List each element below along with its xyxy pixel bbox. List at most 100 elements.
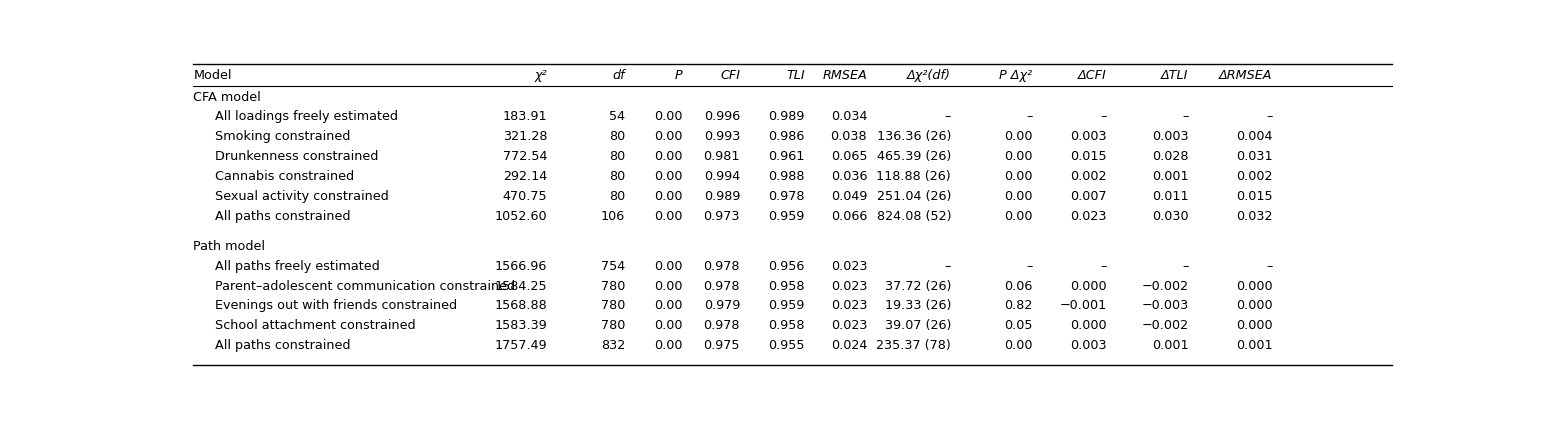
Text: 80: 80	[608, 130, 625, 144]
Text: 0.001: 0.001	[1236, 339, 1272, 352]
Text: 106: 106	[600, 210, 625, 223]
Text: 0.989: 0.989	[704, 190, 739, 203]
Text: 37.72 (26): 37.72 (26)	[885, 279, 951, 293]
Text: 780: 780	[600, 279, 625, 293]
Text: RMSEA: RMSEA	[823, 69, 868, 82]
Text: 772.54: 772.54	[503, 150, 548, 163]
Text: 0.000: 0.000	[1236, 299, 1272, 312]
Text: Model: Model	[193, 69, 232, 82]
Text: −0.002: −0.002	[1142, 320, 1188, 332]
Text: 0.00: 0.00	[1004, 150, 1033, 163]
Text: 0.958: 0.958	[769, 320, 804, 332]
Text: 0.00: 0.00	[654, 150, 682, 163]
Text: –: –	[1026, 260, 1033, 273]
Text: 80: 80	[608, 150, 625, 163]
Text: P Δχ²: P Δχ²	[999, 69, 1033, 82]
Text: χ²: χ²	[534, 69, 548, 82]
Text: 19.33 (26): 19.33 (26)	[885, 299, 951, 312]
Text: 0.002: 0.002	[1071, 170, 1108, 183]
Text: 0.023: 0.023	[1071, 210, 1108, 223]
Text: All paths freely estimated: All paths freely estimated	[215, 260, 379, 273]
Text: 0.00: 0.00	[654, 260, 682, 273]
Text: 0.049: 0.049	[831, 190, 868, 203]
Text: 0.000: 0.000	[1071, 279, 1108, 293]
Text: 0.996: 0.996	[704, 110, 739, 124]
Text: –: –	[945, 110, 951, 124]
Text: 0.994: 0.994	[704, 170, 739, 183]
Text: Path model: Path model	[193, 240, 266, 253]
Text: 1566.96: 1566.96	[495, 260, 548, 273]
Text: 1583.39: 1583.39	[495, 320, 548, 332]
Text: 465.39 (26): 465.39 (26)	[877, 150, 951, 163]
Text: 292.14: 292.14	[503, 170, 548, 183]
Text: 0.003: 0.003	[1071, 130, 1108, 144]
Text: ΔTLI: ΔTLI	[1162, 69, 1188, 82]
Text: 0.030: 0.030	[1153, 210, 1188, 223]
Text: 0.00: 0.00	[654, 170, 682, 183]
Text: 0.034: 0.034	[831, 110, 868, 124]
Text: 0.00: 0.00	[654, 320, 682, 332]
Text: 0.028: 0.028	[1153, 150, 1188, 163]
Text: –: –	[1100, 110, 1108, 124]
Text: 0.015: 0.015	[1236, 190, 1272, 203]
Text: −0.001: −0.001	[1060, 299, 1108, 312]
Text: 0.978: 0.978	[704, 320, 739, 332]
Text: 0.00: 0.00	[654, 110, 682, 124]
Text: 0.066: 0.066	[831, 210, 868, 223]
Text: 0.955: 0.955	[769, 339, 804, 352]
Text: 0.003: 0.003	[1153, 130, 1188, 144]
Text: Sexual activity constrained: Sexual activity constrained	[215, 190, 388, 203]
Text: 0.031: 0.031	[1236, 150, 1272, 163]
Text: 0.023: 0.023	[831, 279, 868, 293]
Text: 0.00: 0.00	[654, 130, 682, 144]
Text: 0.00: 0.00	[1004, 190, 1033, 203]
Text: –: –	[1182, 110, 1188, 124]
Text: –: –	[1026, 110, 1033, 124]
Text: 0.00: 0.00	[654, 210, 682, 223]
Text: 183.91: 183.91	[503, 110, 548, 124]
Text: 0.023: 0.023	[831, 320, 868, 332]
Text: –: –	[1265, 260, 1272, 273]
Text: Evenings out with friends constrained: Evenings out with friends constrained	[215, 299, 456, 312]
Text: All paths constrained: All paths constrained	[215, 339, 351, 352]
Text: All loadings freely estimated: All loadings freely estimated	[215, 110, 398, 124]
Text: 0.00: 0.00	[1004, 210, 1033, 223]
Text: Smoking constrained: Smoking constrained	[215, 130, 350, 144]
Text: 0.024: 0.024	[831, 339, 868, 352]
Text: Drunkenness constrained: Drunkenness constrained	[215, 150, 379, 163]
Text: Parent–adolescent communication constrained: Parent–adolescent communication constrai…	[215, 279, 515, 293]
Text: CFA model: CFA model	[193, 91, 261, 104]
Text: 0.993: 0.993	[704, 130, 739, 144]
Text: 1052.60: 1052.60	[495, 210, 548, 223]
Text: 0.038: 0.038	[831, 130, 868, 144]
Text: ΔCFI: ΔCFI	[1078, 69, 1108, 82]
Text: df: df	[613, 69, 625, 82]
Text: 824.08 (52): 824.08 (52)	[877, 210, 951, 223]
Text: 0.978: 0.978	[769, 190, 804, 203]
Text: 0.978: 0.978	[704, 279, 739, 293]
Text: 0.959: 0.959	[769, 299, 804, 312]
Text: −0.003: −0.003	[1142, 299, 1188, 312]
Text: 1757.49: 1757.49	[495, 339, 548, 352]
Text: 0.036: 0.036	[831, 170, 868, 183]
Text: 0.000: 0.000	[1236, 279, 1272, 293]
Text: 0.05: 0.05	[1004, 320, 1033, 332]
Text: 0.06: 0.06	[1004, 279, 1033, 293]
Text: CFI: CFI	[719, 69, 739, 82]
Text: –: –	[945, 260, 951, 273]
Text: All paths constrained: All paths constrained	[215, 210, 351, 223]
Text: 235.37 (78): 235.37 (78)	[876, 339, 951, 352]
Text: 470.75: 470.75	[503, 190, 548, 203]
Text: 0.002: 0.002	[1236, 170, 1272, 183]
Text: 0.023: 0.023	[831, 299, 868, 312]
Text: 118.88 (26): 118.88 (26)	[877, 170, 951, 183]
Text: –: –	[1265, 110, 1272, 124]
Text: 80: 80	[608, 190, 625, 203]
Text: 0.988: 0.988	[769, 170, 804, 183]
Text: 1584.25: 1584.25	[495, 279, 548, 293]
Text: 0.956: 0.956	[769, 260, 804, 273]
Text: 0.001: 0.001	[1153, 170, 1188, 183]
Text: 0.986: 0.986	[769, 130, 804, 144]
Text: 0.023: 0.023	[831, 260, 868, 273]
Text: –: –	[1182, 260, 1188, 273]
